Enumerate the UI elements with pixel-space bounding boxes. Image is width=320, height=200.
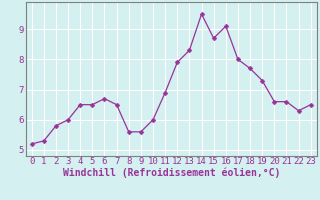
X-axis label: Windchill (Refroidissement éolien,°C): Windchill (Refroidissement éolien,°C) (62, 168, 280, 178)
